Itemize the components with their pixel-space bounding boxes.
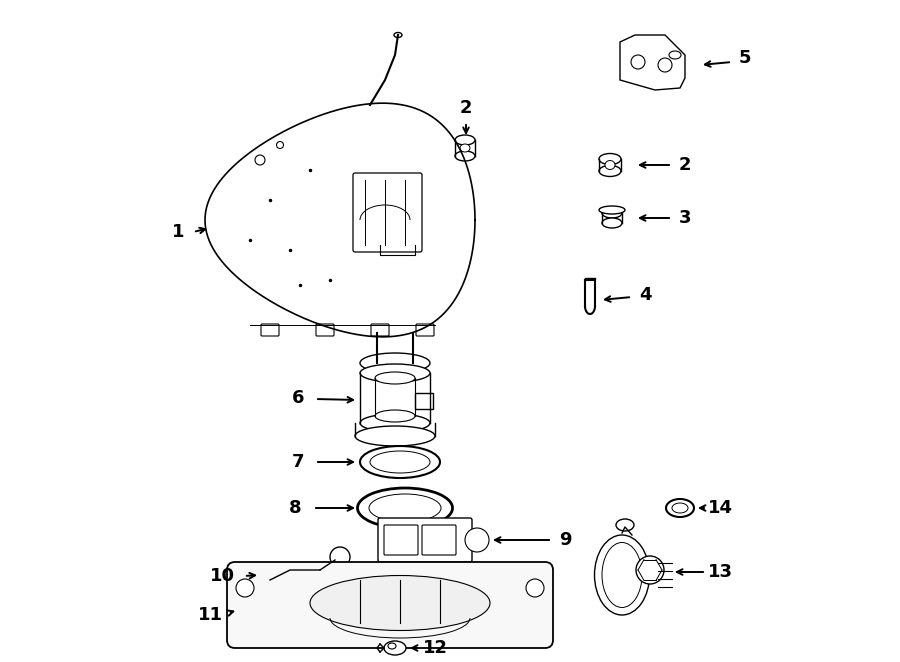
Ellipse shape <box>375 372 415 384</box>
FancyBboxPatch shape <box>378 518 472 562</box>
Circle shape <box>330 547 350 567</box>
Ellipse shape <box>388 643 396 649</box>
Ellipse shape <box>455 151 475 161</box>
Text: 1: 1 <box>172 223 184 241</box>
Ellipse shape <box>599 206 625 214</box>
Ellipse shape <box>616 519 634 531</box>
Ellipse shape <box>370 451 430 473</box>
Ellipse shape <box>666 499 694 517</box>
Text: 14: 14 <box>707 499 733 517</box>
Ellipse shape <box>460 144 470 152</box>
Text: 8: 8 <box>289 499 302 517</box>
Ellipse shape <box>602 218 622 228</box>
Ellipse shape <box>360 446 440 478</box>
Circle shape <box>526 579 544 597</box>
Circle shape <box>345 563 359 577</box>
Ellipse shape <box>672 503 688 513</box>
Ellipse shape <box>355 426 435 446</box>
Ellipse shape <box>602 542 642 608</box>
Text: 6: 6 <box>292 389 304 407</box>
Ellipse shape <box>605 160 615 169</box>
Text: 12: 12 <box>422 639 447 657</box>
Ellipse shape <box>599 166 621 177</box>
Ellipse shape <box>599 154 621 164</box>
FancyBboxPatch shape <box>227 562 553 648</box>
Ellipse shape <box>384 641 406 655</box>
Text: 7: 7 <box>292 453 304 471</box>
Text: 5: 5 <box>739 49 752 67</box>
Ellipse shape <box>636 556 664 584</box>
Ellipse shape <box>360 414 430 432</box>
Circle shape <box>236 579 254 597</box>
Ellipse shape <box>310 575 490 630</box>
Text: 9: 9 <box>559 531 572 549</box>
Ellipse shape <box>360 353 430 373</box>
Ellipse shape <box>369 494 441 522</box>
Ellipse shape <box>455 135 475 145</box>
Ellipse shape <box>357 488 453 528</box>
Text: 11: 11 <box>197 606 222 624</box>
FancyBboxPatch shape <box>353 173 422 252</box>
Ellipse shape <box>602 208 622 218</box>
Ellipse shape <box>375 410 415 422</box>
Text: 4: 4 <box>639 286 652 304</box>
Text: 2: 2 <box>679 156 691 174</box>
Ellipse shape <box>595 535 650 615</box>
Ellipse shape <box>360 364 430 382</box>
Text: 2: 2 <box>460 99 473 117</box>
Circle shape <box>465 528 489 552</box>
Text: 3: 3 <box>679 209 691 227</box>
FancyBboxPatch shape <box>415 393 433 409</box>
FancyBboxPatch shape <box>254 569 271 589</box>
Text: 10: 10 <box>210 567 235 585</box>
Text: 13: 13 <box>707 563 733 581</box>
